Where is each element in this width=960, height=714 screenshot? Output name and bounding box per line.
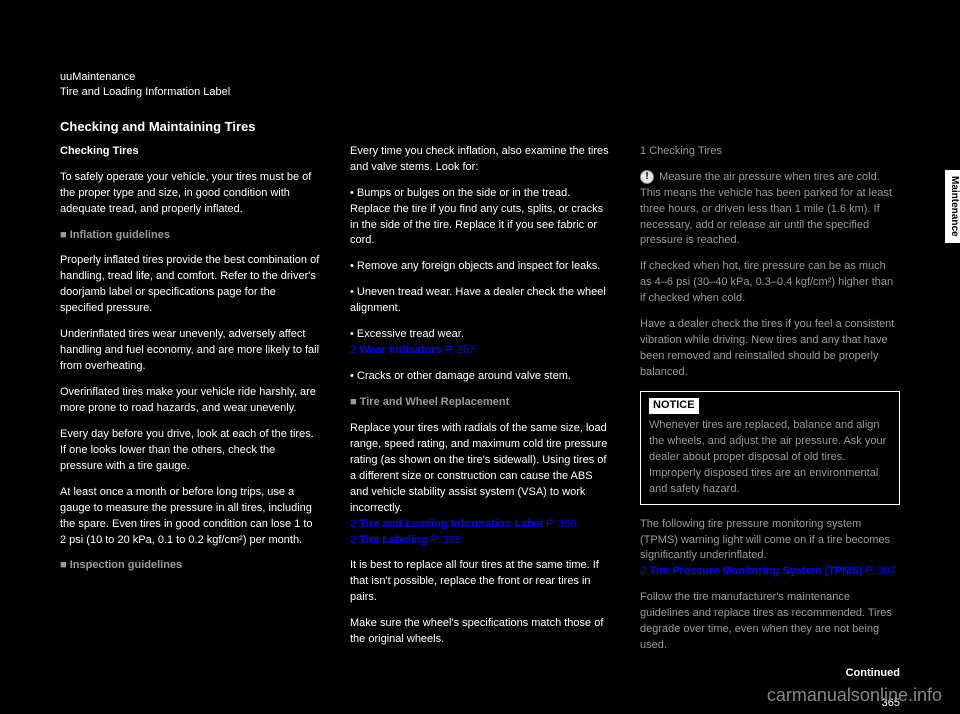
header-line1: uuMaintenance bbox=[60, 70, 900, 85]
sidebar-body-1: ! Measure the air pressure when tires ar… bbox=[640, 170, 900, 250]
sidebar-body-1b: If checked when hot, tire pressure can b… bbox=[640, 259, 900, 307]
notice-body: Whenever tires are replaced, balance and… bbox=[649, 418, 891, 498]
notice-label: NOTICE bbox=[649, 398, 699, 414]
sidebar-body-1-text: Measure the air pressure when tires are … bbox=[640, 171, 892, 247]
link-tpms[interactable]: 2 Tire Pressure Monitoring System (TPMS)… bbox=[640, 565, 896, 577]
square-icon: ■ bbox=[60, 559, 67, 571]
bullet-3-text: Uneven tread wear. Have a dealer check t… bbox=[350, 286, 606, 314]
xref3-text: Tire Labeling bbox=[359, 534, 427, 546]
section-title: Checking and Maintaining Tires bbox=[60, 119, 900, 134]
sidebar-title-text: Checking Tires bbox=[649, 145, 722, 157]
link-tire-labeling[interactable]: 2 Tire Labeling P. 368 bbox=[350, 534, 461, 546]
bullet-2: • Remove any foreign objects and inspect… bbox=[350, 259, 610, 275]
xref2-text: Tire and Loading Information Label bbox=[359, 518, 543, 530]
notice-box: NOTICE Whenever tires are replaced, bala… bbox=[640, 391, 900, 505]
replacement-body-a: Replace your tires with radials of the s… bbox=[350, 421, 610, 549]
bullet-5-text: Cracks or other damage around valve stem… bbox=[357, 370, 571, 382]
replacement-body-a-text: Replace your tires with radials of the s… bbox=[350, 422, 607, 514]
body-inflation-b: Underinflated tires wear unevenly, adver… bbox=[60, 327, 320, 375]
body-inflation-d: Every day before you drive, look at each… bbox=[60, 427, 320, 475]
sidebar-prefix: 1 bbox=[640, 145, 646, 157]
square-icon: ■ bbox=[60, 229, 67, 241]
heading-checking-tires: Checking Tires bbox=[60, 144, 320, 160]
body-inflation-c: Overinflated tires make your vehicle rid… bbox=[60, 385, 320, 417]
tpms-footnote-text: The following tire pressure monitoring s… bbox=[640, 518, 890, 562]
xref1-page: P. 367 bbox=[445, 344, 475, 356]
column-right: 1 Checking Tires ! Measure the air press… bbox=[640, 144, 900, 712]
bullet-4-text: Excessive tread wear. bbox=[357, 328, 464, 340]
warning-icon: ! bbox=[640, 170, 654, 184]
heading-inflation-guidelines-text: Inflation guidelines bbox=[70, 229, 170, 241]
page-content: uuMaintenance Tire and Loading Informati… bbox=[60, 70, 900, 712]
watermark: carmanualsonline.info bbox=[767, 685, 942, 706]
heading-tire-wheel-replacement-text: Tire and Wheel Replacement bbox=[360, 396, 510, 408]
bullet-5: • Cracks or other damage around valve st… bbox=[350, 369, 610, 385]
page-header: uuMaintenance Tire and Loading Informati… bbox=[60, 70, 900, 101]
xref1-text: Wear Indicators bbox=[359, 344, 441, 356]
column-left: Checking Tires To safely operate your ve… bbox=[60, 144, 320, 712]
xref3-page: P. 368 bbox=[431, 534, 461, 546]
header-line2: Tire and Loading Information Label bbox=[60, 85, 900, 100]
body-checking-tires: To safely operate your vehicle, your tir… bbox=[60, 170, 320, 218]
sidebar-title: 1 Checking Tires bbox=[640, 144, 900, 160]
columns: Checking Tires To safely operate your ve… bbox=[60, 144, 900, 712]
replacement-body-b: It is best to replace all four tires at … bbox=[350, 558, 610, 606]
inspection-intro: Every time you check inflation, also exa… bbox=[350, 144, 610, 176]
column-middle: Every time you check inflation, also exa… bbox=[350, 144, 610, 712]
heading-inspection-guidelines-text: Inspection guidelines bbox=[70, 559, 182, 571]
xref2-page: P. 366 bbox=[546, 518, 576, 530]
sidebar-body-2: Have a dealer check the tires if you fee… bbox=[640, 317, 900, 381]
side-tab-maintenance: Maintenance bbox=[945, 170, 960, 243]
heading-inspection-guidelines: ■ Inspection guidelines bbox=[60, 558, 320, 574]
bullet-1: • Bumps or bulges on the side or in the … bbox=[350, 186, 610, 250]
link-wear-indicators[interactable]: 2 Wear Indicators P. 367 bbox=[350, 344, 475, 356]
bullet-2-text: Remove any foreign objects and inspect f… bbox=[357, 260, 600, 272]
tpms-footnote: The following tire pressure monitoring s… bbox=[640, 517, 900, 581]
link-tire-loading-label[interactable]: 2 Tire and Loading Information Label P. … bbox=[350, 518, 576, 530]
bullet-3: • Uneven tread wear. Have a dealer check… bbox=[350, 285, 610, 317]
continued-label: Continued bbox=[640, 666, 900, 682]
bullet-1-text: Bumps or bulges on the side or in the tr… bbox=[350, 187, 603, 247]
heading-inflation-guidelines: ■ Inflation guidelines bbox=[60, 228, 320, 244]
bullet-4: • Excessive tread wear. 2 Wear Indicator… bbox=[350, 327, 610, 359]
body-inflation-a: Properly inflated tires provide the best… bbox=[60, 253, 320, 317]
square-icon: ■ bbox=[350, 396, 357, 408]
body-inflation-e: At least once a month or before long tri… bbox=[60, 485, 320, 549]
xref4-text: Tire Pressure Monitoring System (TPMS) bbox=[649, 565, 862, 577]
heading-tire-wheel-replacement: ■ Tire and Wheel Replacement bbox=[350, 395, 610, 411]
footnote-2: Follow the tire manufacturer's maintenan… bbox=[640, 590, 900, 654]
replacement-body-c: Make sure the wheel's specifications mat… bbox=[350, 616, 610, 648]
xref4-page: P. 307 bbox=[865, 565, 895, 577]
